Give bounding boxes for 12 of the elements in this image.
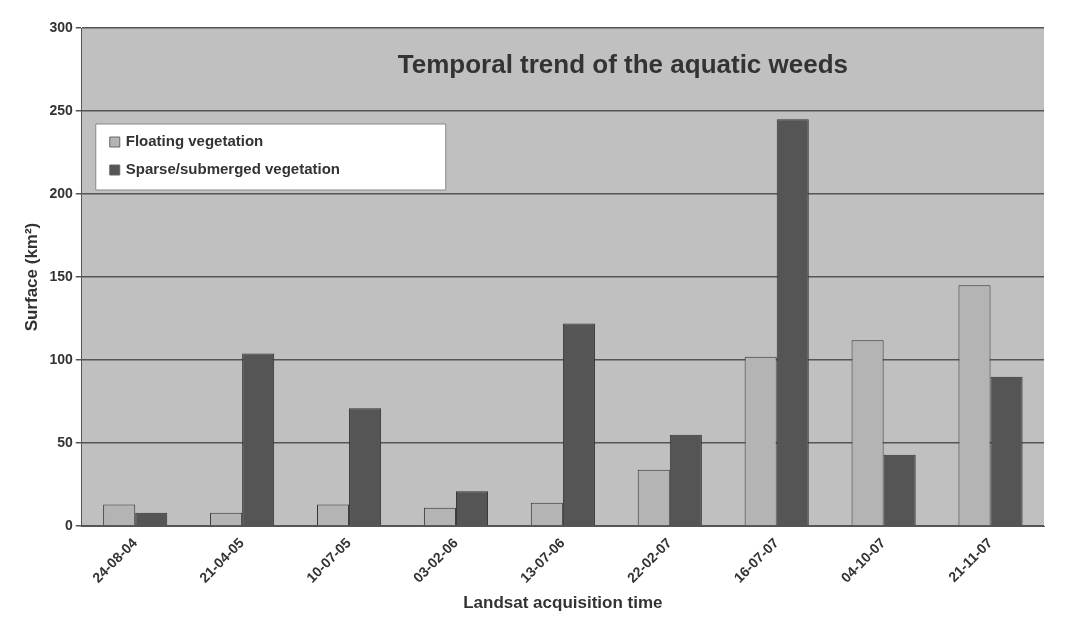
y-tick-label: 50 — [57, 433, 73, 450]
text: Temporal trend of the aquatic weeds — [397, 49, 849, 80]
y-tick-label: 200 — [49, 184, 73, 201]
legend-label: Sparse/submerged vegetation — [125, 160, 340, 178]
y-tick-label: 250 — [49, 101, 73, 118]
y-axis-title: Surface (km²) — [21, 222, 41, 332]
y-tick-label: 100 — [49, 350, 73, 367]
y-tick-label: 150 — [49, 267, 73, 284]
y-tick-label: 300 — [49, 18, 73, 35]
y-tick-label: 0 — [64, 516, 73, 533]
x-axis-title: Landsat acquisition time — [463, 593, 663, 613]
legend-label: Floating vegetation — [125, 132, 264, 150]
